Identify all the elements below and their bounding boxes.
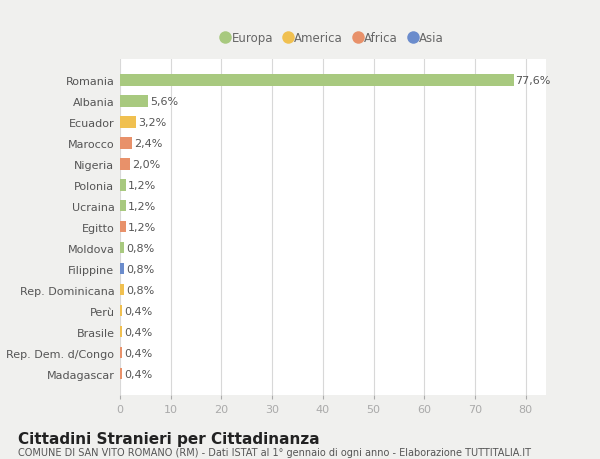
Bar	[120, 96, 148, 107]
Bar	[120, 117, 136, 128]
Text: COMUNE DI SAN VITO ROMANO (RM) - Dati ISTAT al 1° gennaio di ogni anno - Elabora: COMUNE DI SAN VITO ROMANO (RM) - Dati IS…	[18, 448, 531, 458]
Text: 2,0%: 2,0%	[132, 159, 160, 169]
Text: 3,2%: 3,2%	[138, 118, 167, 128]
Bar	[120, 242, 124, 254]
Text: 0,4%: 0,4%	[124, 306, 152, 316]
Legend: Europa, America, Africa, Asia: Europa, America, Africa, Asia	[222, 32, 444, 45]
Text: 2,4%: 2,4%	[134, 139, 163, 148]
Bar	[120, 263, 124, 275]
Bar	[120, 201, 126, 212]
Bar	[120, 179, 126, 191]
Text: 0,8%: 0,8%	[126, 264, 154, 274]
Bar	[120, 138, 132, 149]
Text: 0,4%: 0,4%	[124, 348, 152, 358]
Text: 0,4%: 0,4%	[124, 327, 152, 337]
Bar	[120, 221, 126, 233]
Text: 1,2%: 1,2%	[128, 180, 157, 190]
Text: 1,2%: 1,2%	[128, 222, 157, 232]
Bar	[120, 326, 122, 338]
Text: 0,4%: 0,4%	[124, 369, 152, 379]
Text: 0,8%: 0,8%	[126, 243, 154, 253]
Text: 5,6%: 5,6%	[151, 96, 179, 106]
Bar	[120, 75, 514, 86]
Text: Cittadini Stranieri per Cittadinanza: Cittadini Stranieri per Cittadinanza	[18, 431, 320, 447]
Text: 77,6%: 77,6%	[515, 76, 551, 86]
Bar	[120, 368, 122, 380]
Bar	[120, 159, 130, 170]
Bar	[120, 347, 122, 358]
Text: 0,8%: 0,8%	[126, 285, 154, 295]
Bar	[120, 284, 124, 296]
Bar	[120, 305, 122, 317]
Text: 1,2%: 1,2%	[128, 202, 157, 211]
